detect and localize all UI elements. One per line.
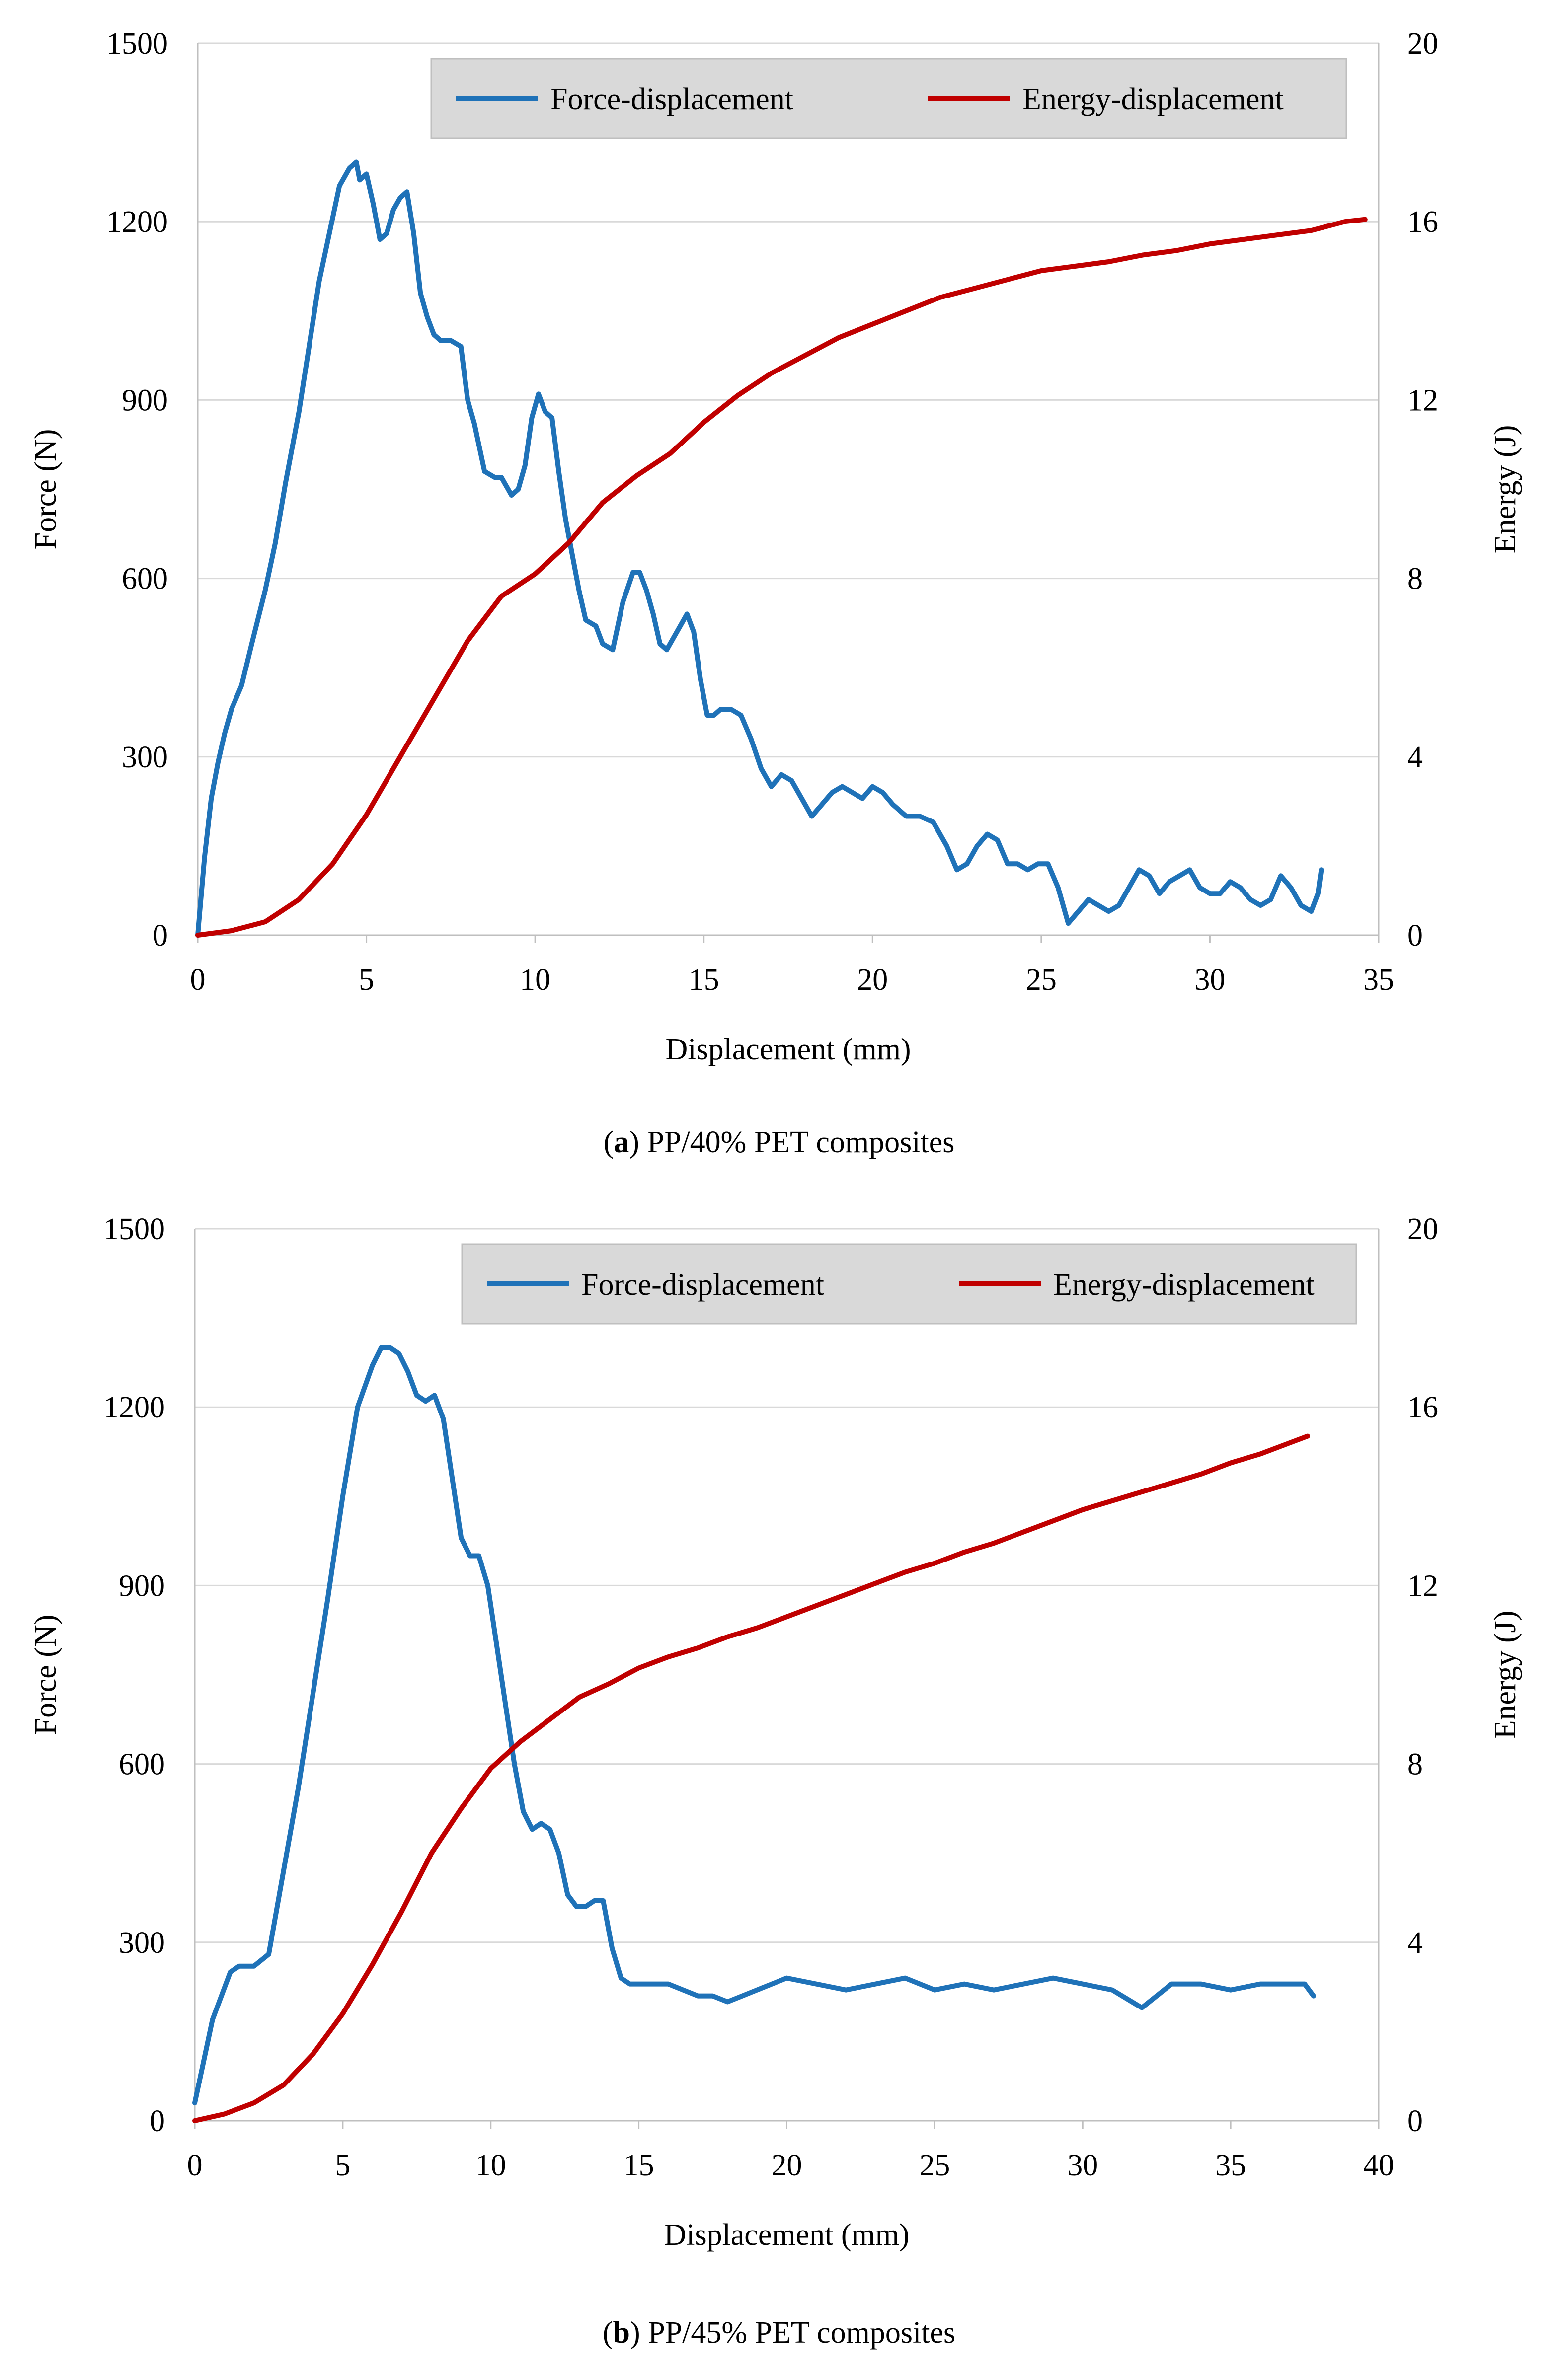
- x-tick-label-a-0: 0: [190, 963, 206, 997]
- x-tick-label-a-25: 25: [1026, 963, 1057, 997]
- y-tick-label-a-300: 300: [122, 741, 168, 774]
- x-tick-label-b-10: 10: [475, 2149, 506, 2182]
- y2-tick-label-b-20: 20: [1407, 1212, 1438, 1246]
- legend-label-b-force: Force-displacement: [581, 1268, 824, 1302]
- x-tick-label-a-5: 5: [359, 963, 374, 997]
- x-tick-label-a-15: 15: [689, 963, 719, 997]
- y2-tick-label-b-8: 8: [1407, 1748, 1423, 1782]
- y2-tick-label-a-4: 4: [1407, 741, 1423, 774]
- y2-tick-label-b-0: 0: [1407, 2104, 1423, 2138]
- y-tick-label-a-600: 600: [122, 562, 168, 596]
- caption-b-label: b: [613, 2316, 630, 2350]
- x-tick-label-b-0: 0: [187, 2149, 203, 2182]
- y-tick-label-a-0: 0: [153, 919, 168, 953]
- x-tick-label-b-15: 15: [623, 2149, 654, 2182]
- y-tick-label-a-1200: 1200: [106, 205, 168, 239]
- series-line-a-energy-displacement: [195, 217, 1368, 938]
- x-tick-label-b-30: 30: [1067, 2149, 1098, 2182]
- x-tick-label-b-40: 40: [1363, 2149, 1394, 2182]
- legend-label-a-force: Force-displacement: [550, 82, 793, 116]
- y2-axis-title-a: Energy (J): [1488, 425, 1522, 554]
- y2-tick-label-a-0: 0: [1407, 919, 1423, 953]
- x-tick-label-b-5: 5: [335, 2149, 350, 2182]
- y2-tick-label-a-8: 8: [1407, 562, 1423, 596]
- y-tick-label-b-1500: 1500: [103, 1212, 165, 1246]
- y2-tick-label-b-16: 16: [1407, 1391, 1438, 1424]
- y-tick-label-a-1500: 1500: [106, 27, 168, 61]
- caption-a: (a) PP/40% PET composites: [603, 1125, 955, 1159]
- y2-axis-title-b: Energy (J): [1488, 1611, 1522, 1739]
- y-tick-label-b-1200: 1200: [103, 1391, 165, 1424]
- y-tick-label-b-600: 600: [119, 1748, 165, 1782]
- series-line-b-force-displacement: [192, 1345, 1316, 2106]
- legend-label-a-energy: Energy-displacement: [1022, 82, 1284, 116]
- y2-tick-label-a-20: 20: [1407, 27, 1438, 61]
- legend-box-a: [430, 58, 1347, 139]
- x-axis-title-b: Displacement (mm): [664, 2218, 909, 2252]
- y-axis-title-b: Force (N): [29, 1615, 63, 1735]
- x-tick-label-b-25: 25: [919, 2149, 950, 2182]
- y-tick-label-a-900: 900: [122, 383, 168, 417]
- x-tick-label-b-20: 20: [772, 2149, 802, 2182]
- y2-tick-label-b-12: 12: [1407, 1569, 1438, 1603]
- x-axis-title-a: Displacement (mm): [665, 1033, 911, 1066]
- x-tick-label-b-35: 35: [1215, 2149, 1246, 2182]
- caption-a-label: a: [614, 1125, 629, 1159]
- caption-b: (b) PP/45% PET composites: [602, 2316, 956, 2350]
- y-tick-label-b-900: 900: [119, 1569, 165, 1603]
- series-line-a-force-displacement: [195, 159, 1324, 938]
- y-tick-label-b-0: 0: [150, 2104, 165, 2138]
- series-line-b-energy-displacement: [192, 1433, 1310, 2123]
- x-tick-label-a-10: 10: [520, 963, 550, 997]
- y-tick-label-b-300: 300: [119, 1926, 165, 1960]
- x-tick-label-a-30: 30: [1194, 963, 1225, 997]
- y-axis-title-a: Force (N): [29, 429, 63, 550]
- caption-a-text: PP/40% PET composites: [647, 1125, 955, 1159]
- x-tick-label-a-35: 35: [1363, 963, 1394, 997]
- legend-box-b: [461, 1243, 1357, 1325]
- y2-tick-label-a-12: 12: [1407, 383, 1438, 417]
- x-tick-label-a-20: 20: [857, 963, 888, 997]
- y2-tick-label-b-4: 4: [1407, 1926, 1423, 1960]
- caption-b-text: PP/45% PET composites: [648, 2316, 956, 2350]
- legend-label-b-energy: Energy-displacement: [1053, 1268, 1315, 1302]
- y2-tick-label-a-16: 16: [1407, 205, 1438, 239]
